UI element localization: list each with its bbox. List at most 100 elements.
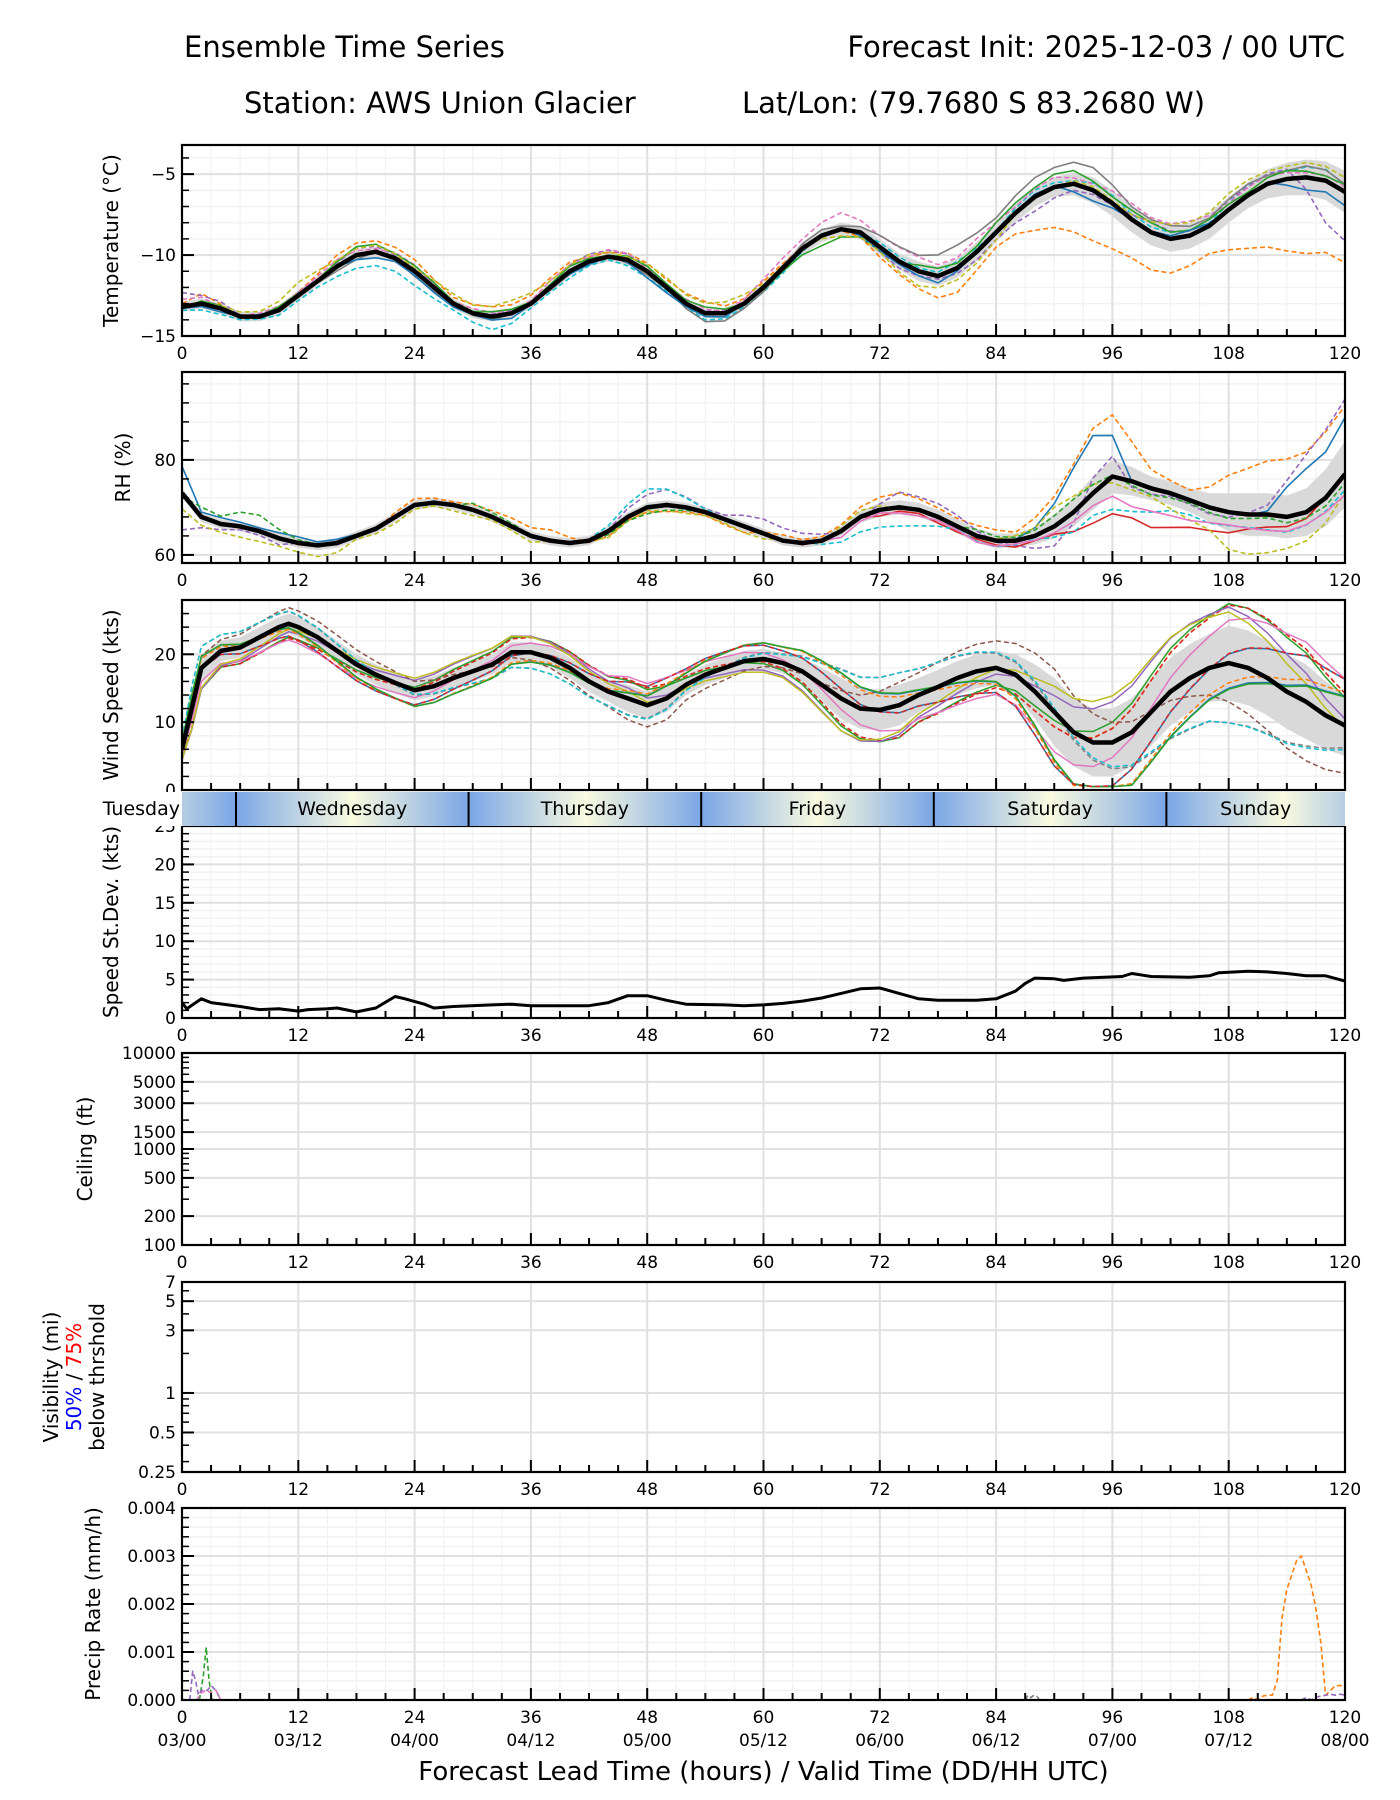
day-band: Tuesday Wednesday Thursday Friday Saturday Su… xyxy=(0,792,1400,826)
panel-precip-rate: 0.000 0.001 0.002 0.003 0.004 0 03/00 12 03/12 24… xyxy=(81,1499,1370,1787)
y-tick-label: 20 xyxy=(154,645,176,665)
y-tick-label: −15 xyxy=(140,327,176,347)
x-tick-label: 96 xyxy=(1102,571,1124,591)
x-tick-label: 36 xyxy=(520,1026,542,1046)
x-tick-label: 36 xyxy=(520,344,542,364)
x-tick-label: 96 xyxy=(1102,1480,1124,1500)
x-valid-time-label: 06/00 xyxy=(855,1731,904,1751)
x-tick-label: 108 xyxy=(1212,571,1244,591)
station-latlon: Lat/Lon: (79.7680 S 83.2680 W) xyxy=(742,86,1206,120)
x-tick-label: 0 xyxy=(177,1708,188,1728)
x-tick-label: 48 xyxy=(636,344,658,364)
x-tick-label: 60 xyxy=(753,344,775,364)
y-tick-label: 20 xyxy=(154,855,176,875)
x-tick-label: 120 xyxy=(1329,571,1361,591)
y-tick-label: 0.000 xyxy=(127,1691,176,1711)
x-tick-label: 12 xyxy=(287,1708,309,1728)
x-tick-label: 0 xyxy=(177,1253,188,1273)
x-tick-label: 24 xyxy=(404,1480,426,1500)
day-label: Saturday xyxy=(1007,798,1093,820)
x-tick-label: 36 xyxy=(520,571,542,591)
y-axis-label: Precip Rate (mm/h) xyxy=(81,1507,105,1701)
plot-area xyxy=(182,969,1345,1014)
x-tick-label: 36 xyxy=(520,1708,542,1728)
y-tick-label: 0 xyxy=(165,781,176,801)
x-tick-label: 0 xyxy=(177,1480,188,1500)
x-tick-label: 0 xyxy=(177,344,188,364)
y-axis-label: Temperature (°C) xyxy=(99,154,123,328)
x-valid-time-label: 07/12 xyxy=(1204,1731,1253,1751)
x-tick-label: 84 xyxy=(985,571,1007,591)
y-tick-label: 1000 xyxy=(133,1140,176,1160)
plot-area xyxy=(182,398,1345,558)
threshold-75-label: 75% xyxy=(62,1323,86,1367)
x-tick-label: 96 xyxy=(1102,344,1124,364)
ensemble-spread-band xyxy=(182,440,1345,551)
x-tick-label: 12 xyxy=(287,1480,309,1500)
x-tick-label: 84 xyxy=(985,1708,1007,1728)
y-tick-label: −10 xyxy=(140,246,176,266)
y-tick-label: 5000 xyxy=(133,1073,176,1093)
station-name: Station: AWS Union Glacier xyxy=(244,86,636,120)
y-tick-label: 0.003 xyxy=(127,1547,176,1567)
panel-temperature: −15 −10 −5 0 12 24 36 48 60 72 84 96 108 120 Temperatu… xyxy=(99,143,1361,364)
ensemble-member-line xyxy=(182,626,1345,788)
member-orange-dashed-line xyxy=(1247,1555,1345,1700)
member-cyan-dashed xyxy=(182,488,1345,548)
band-mask-left xyxy=(0,792,182,826)
x-tick-label: 72 xyxy=(869,1708,891,1728)
y-axis-label: Speed St.Dev. (kts) xyxy=(99,826,123,1018)
x-tick-label: 48 xyxy=(636,1026,658,1046)
y-axis-label: Ceiling (ft) xyxy=(73,1097,97,1202)
x-tick-label: 84 xyxy=(985,1026,1007,1046)
x-tick-label: 120 xyxy=(1329,344,1361,364)
y-tick-label: 10000 xyxy=(122,1044,176,1064)
ensemble-member-line xyxy=(182,628,1345,788)
y-tick-label: 0.004 xyxy=(127,1499,176,1519)
x-valid-time-label: 05/12 xyxy=(739,1731,788,1751)
x-tick-label: 0 xyxy=(177,571,188,591)
member-gray-dashed-line xyxy=(1024,1694,1041,1700)
x-tick-label: 24 xyxy=(404,571,426,591)
x-tick-label: 24 xyxy=(404,1026,426,1046)
chart-title: Ensemble Time Series xyxy=(184,30,505,64)
x-tick-label: 60 xyxy=(753,1253,775,1273)
day-segment xyxy=(933,792,1167,826)
y-tick-label: 10 xyxy=(154,932,176,952)
ensemble-member-line xyxy=(182,610,1345,768)
threshold-separator: / xyxy=(62,1367,86,1386)
y-tick-label: 0.001 xyxy=(127,1643,176,1663)
x-tick-label: 72 xyxy=(869,1480,891,1500)
x-tick-label: 48 xyxy=(636,1480,658,1500)
plot-area xyxy=(189,1555,1345,1700)
member-purple-dashed-line xyxy=(189,1670,222,1700)
y-tick-label: 500 xyxy=(144,1169,176,1189)
x-tick-label: 120 xyxy=(1329,1026,1361,1046)
x-tick-label: 120 xyxy=(1329,1480,1361,1500)
y-tick-label: 100 xyxy=(144,1236,176,1256)
day-label: Friday xyxy=(789,798,847,820)
x-tick-label: 72 xyxy=(869,1253,891,1273)
x-tick-label: 60 xyxy=(753,1708,775,1728)
y-tick-label: 60 xyxy=(154,546,176,566)
y-tick-label: 5 xyxy=(165,971,176,991)
y-axis-label: Visibility (mi) xyxy=(39,1312,63,1443)
x-tick-label: 48 xyxy=(636,571,658,591)
x-valid-time-label: 04/12 xyxy=(506,1731,555,1751)
plot-area xyxy=(182,602,1345,788)
x-valid-time-label: 05/00 xyxy=(623,1731,672,1751)
x-valid-time-label: 08/00 xyxy=(1321,1731,1370,1751)
plot-area xyxy=(182,159,1345,331)
x-tick-label: 96 xyxy=(1102,1026,1124,1046)
x-tick-label: 120 xyxy=(1329,1708,1361,1728)
y-tick-label: 1500 xyxy=(133,1123,176,1143)
x-tick-label: 48 xyxy=(636,1253,658,1273)
x-tick-label: 108 xyxy=(1212,1026,1244,1046)
x-tick-label: 108 xyxy=(1212,344,1244,364)
y-tick-label: 0.002 xyxy=(127,1595,176,1615)
x-tick-label: 84 xyxy=(985,344,1007,364)
x-tick-label: 36 xyxy=(520,1480,542,1500)
x-valid-time-label: 04/00 xyxy=(390,1731,439,1751)
